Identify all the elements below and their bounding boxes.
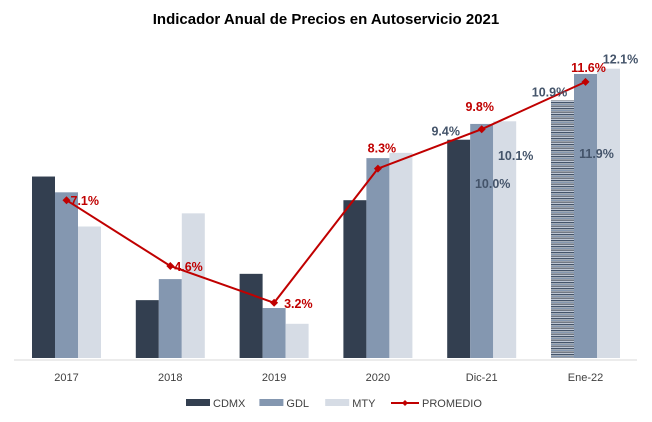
bar-mty-2019: [285, 323, 309, 358]
promedio-label-ene-22: 11.6%: [571, 61, 606, 75]
bar-gdl-2020: [366, 158, 390, 358]
promedio-marker-2018: [166, 261, 175, 270]
x-tick-label: Ene-22: [568, 372, 603, 384]
x-tick-label: 2018: [158, 372, 182, 384]
promedio-line: [65, 80, 586, 304]
legend-item-cdmx: CDMX: [186, 398, 246, 410]
bar-cdmx-2019: [239, 273, 263, 358]
promedio-label-2017: 7.1%: [71, 194, 100, 208]
bar-mty-ene-22: [597, 68, 620, 358]
chart-title: Indicador Anual de Precios en Autoservic…: [153, 11, 500, 28]
promedio-marker-dic-21: [477, 125, 486, 134]
bar-mty-2018: [181, 213, 205, 358]
legend-item-gdl: GDL: [259, 398, 309, 410]
legend-item-promedio: PROMEDIO: [391, 398, 482, 410]
promedio-marker-2017: [62, 196, 71, 205]
bar-label-cdmx-ene-22: 10.9%: [532, 85, 567, 99]
legend-swatch: [325, 399, 350, 406]
x-axis-ticks: 2017 2018 2019 2020 Dic-21 Ene-22: [54, 372, 603, 384]
legend-swatch: [186, 399, 210, 406]
bar-label-gdl-ene-22: 11.9%: [579, 147, 614, 161]
x-tick-label: 2017: [54, 372, 78, 384]
bar-gdl-2018: [158, 279, 182, 358]
promedio-marker-ene-22: [581, 77, 590, 86]
bar-mty-2017: [78, 226, 101, 358]
legend-swatch: [259, 399, 284, 406]
promedio-label-2020: 8.3%: [368, 142, 397, 156]
promedio-label-2018: 4.6%: [174, 260, 203, 274]
bar-gdl-2017: [55, 192, 78, 358]
promedio-label-2019: 3.2%: [284, 297, 313, 311]
legend-label: GDL: [286, 398, 309, 410]
bar-cdmx-2020: [343, 200, 367, 358]
bar-gdl-dic-21: [470, 123, 494, 359]
legend-item-mty: MTY: [325, 398, 376, 410]
bar-cdmx-2018: [135, 300, 159, 358]
x-tick-label: 2020: [366, 372, 390, 384]
bar-mty-2020: [389, 152, 413, 358]
legend: CDMX GDL MTY PROMEDIO: [186, 398, 482, 410]
bar-gdl-2019: [262, 308, 286, 358]
bar-mty-dic-21: [493, 121, 517, 358]
x-tick-label: Dic-21: [466, 372, 498, 384]
bar-cdmx-dic-21: [447, 139, 471, 358]
legend-label: PROMEDIO: [422, 398, 482, 410]
promedio-marker-2020: [373, 164, 382, 173]
bar-label-mty-dic-21: 10.1%: [498, 149, 533, 163]
bar-cdmx-2017: [32, 176, 55, 358]
bar-label-gdl-dic-21: 10.0%: [475, 177, 510, 191]
legend-label: MTY: [352, 398, 376, 410]
legend-label: CDMX: [213, 398, 246, 410]
promedio-marker-2019: [270, 298, 279, 307]
bar-label-mty-ene-22: 12.1%: [603, 53, 638, 67]
promedio-line-layer: [62, 77, 590, 307]
bar-label-cdmx-dic-21: 9.4%: [431, 125, 460, 139]
bar-cdmx-ene-22: [551, 100, 574, 358]
bars-layer: [32, 68, 620, 359]
data-labels-layer: 7.1% 4.6% 3.2% 8.3% 9.8% 11.6% 9.4% 10.9% 10.0% 1…: [71, 53, 639, 311]
promedio-label-dic-21: 9.8%: [465, 100, 494, 114]
bar-gdl-ene-22: [574, 73, 597, 359]
legend-marker: [402, 400, 408, 406]
x-tick-label: 2019: [262, 372, 286, 384]
